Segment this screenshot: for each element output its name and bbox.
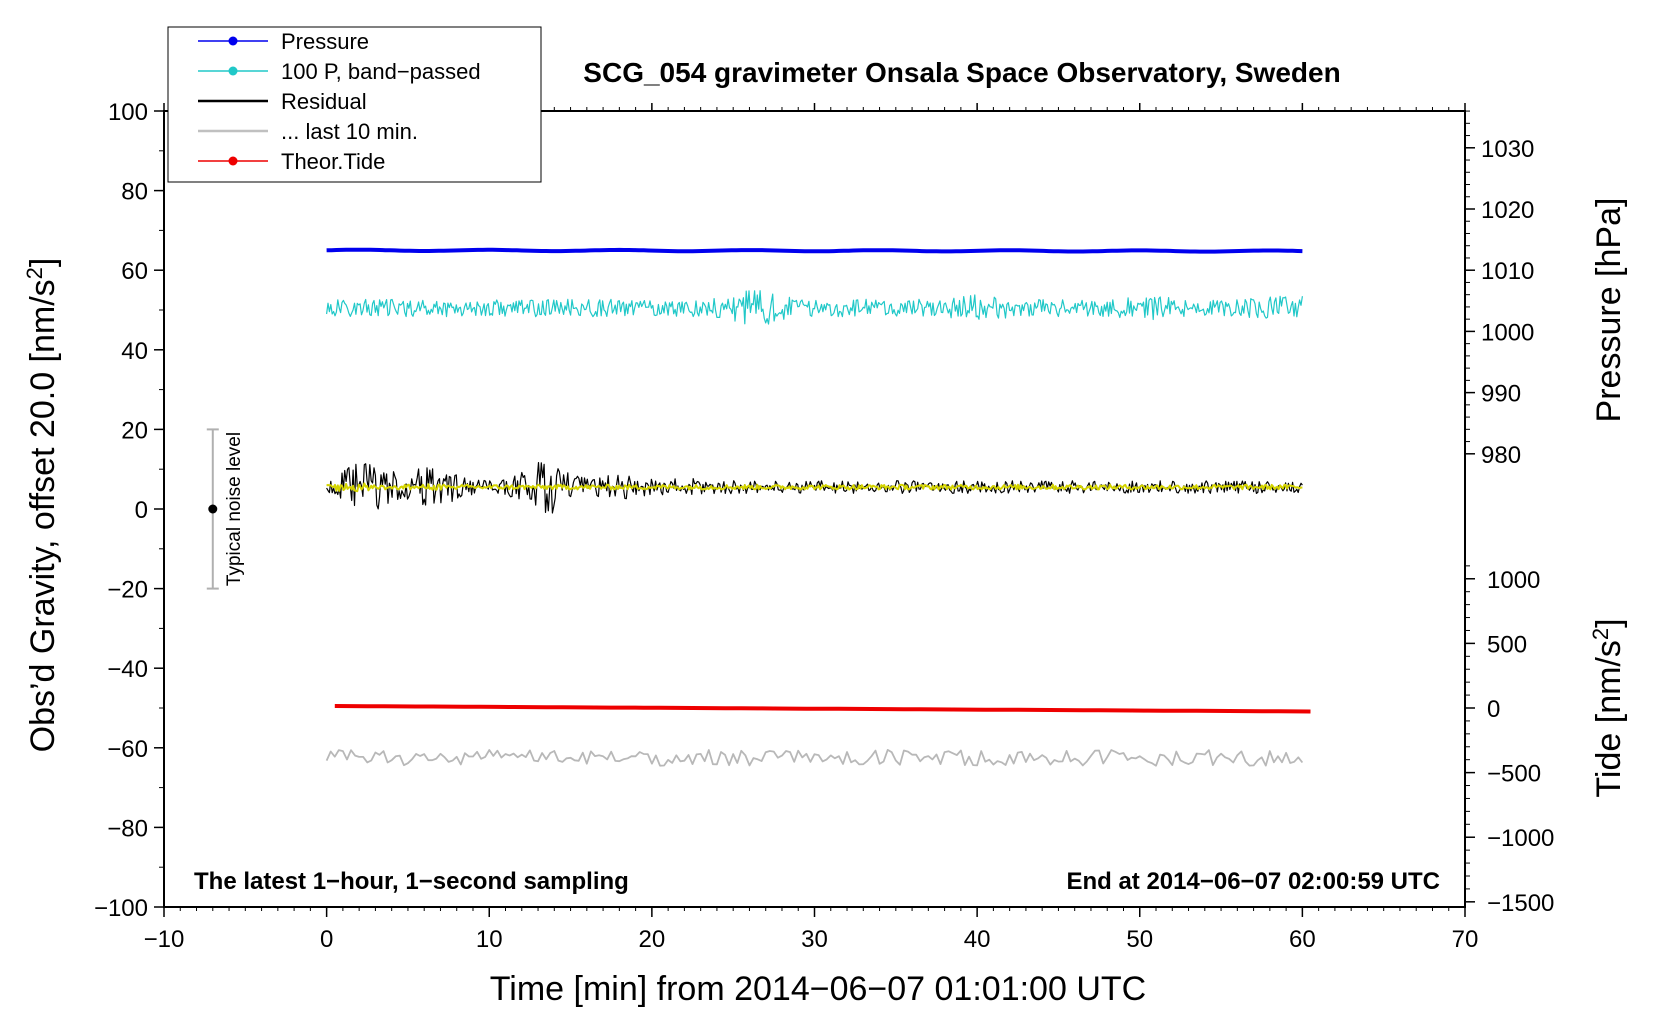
x-tick-label: 40 (964, 926, 991, 953)
pressure-axis-title: Pressure [hPa] (1590, 198, 1628, 423)
y-tick-label: 80 (121, 179, 148, 206)
legend-label: ... last 10 min. (281, 119, 418, 144)
legend-label: 100 P, band−passed (281, 59, 481, 84)
series-line (326, 247, 1303, 254)
y-axis-title-sup: 2 (22, 267, 47, 279)
y-axis-title: Obs’d Gravity, offset 20.0 [nm/s2] (22, 258, 62, 753)
y-tick-label: 0 (135, 497, 148, 524)
annotation-end-time: End at 2014−06−07 02:00:59 UTC (1066, 868, 1440, 895)
series-group (325, 247, 1311, 767)
noise-indicator: Typical noise level (206, 428, 245, 590)
noise-level-label: Typical noise level (224, 432, 245, 586)
pressure-tick-label: 1000 (1481, 319, 1534, 346)
x-tick-label: 0 (320, 926, 333, 953)
tide-axis-title-main: Tide [nm/s (1590, 640, 1628, 797)
tide-tick-label: −500 (1487, 761, 1541, 788)
y-tick-label: −80 (107, 815, 148, 842)
y-tick-label: −20 (107, 577, 148, 604)
legend-marker (228, 156, 238, 166)
legend-box (167, 26, 542, 183)
x-tick-label: 70 (1452, 926, 1479, 953)
legend-label: Residual (281, 89, 367, 114)
tick-group: −10 0 10 20 30 40 50 60 70−100−80−60−40−20020406… (94, 99, 1554, 953)
x-tick-label: 60 (1289, 926, 1316, 953)
tide-axis-title-end: ] (1590, 618, 1628, 627)
tide-tick-label: 500 (1487, 631, 1527, 658)
plot-area-border (163, 110, 1466, 908)
tide-tick-label: −1500 (1487, 890, 1554, 917)
pressure-tick-label: 1010 (1481, 258, 1534, 285)
y-tick-label: 100 (108, 99, 148, 126)
legend-label: Pressure (281, 29, 369, 54)
legend-label: Theor.Tide (281, 149, 385, 174)
y-tick-label: −60 (107, 736, 148, 763)
pressure-tick-label: 990 (1481, 381, 1521, 408)
x-tick-label: −10 (144, 926, 185, 953)
x-axis-title: Time [min] from 2014−06−07 01:01:00 UTC (490, 970, 1146, 1008)
pressure-tick-label: 1020 (1481, 197, 1534, 224)
series-line (326, 290, 1303, 325)
series-line (326, 482, 1303, 493)
y-tick-label: 60 (121, 258, 148, 285)
series-line (326, 462, 1303, 514)
y-tick-label: 40 (121, 338, 148, 365)
tide-axis-title-sup: 2 (1588, 628, 1613, 640)
chart-title: SCG_054 gravimeter Onsala Space Observat… (583, 57, 1340, 88)
tide-tick-label: −1000 (1487, 825, 1554, 852)
y-axis-title-end: ] (24, 258, 62, 267)
series-line (334, 704, 1311, 714)
pressure-tick-label: 1030 (1481, 136, 1534, 163)
x-tick-label: 10 (476, 926, 503, 953)
tide-tick-label: 0 (1487, 696, 1500, 723)
noise-bar-center-dot (208, 504, 218, 514)
pressure-tick-label: 980 (1481, 442, 1521, 469)
legend: Pressure 100 P, band−passed Residual ... la… (167, 26, 542, 183)
y-tick-label: −100 (94, 895, 148, 922)
x-tick-label: 50 (1126, 926, 1153, 953)
x-tick-label: 20 (639, 926, 666, 953)
plot-frame (163, 110, 1466, 908)
y-tick-label: −40 (107, 656, 148, 683)
y-tick-label: 20 (121, 417, 148, 444)
tide-tick-label: 1000 (1487, 567, 1540, 594)
tide-axis-title: Tide [nm/s2] (1588, 618, 1628, 797)
series-line (325, 749, 1304, 767)
legend-marker (228, 36, 238, 46)
y-axis-title-main: Obs’d Gravity, offset 20.0 [nm/s (24, 279, 62, 752)
x-tick-label: 30 (801, 926, 828, 953)
legend-marker (228, 66, 238, 76)
annotation-sampling: The latest 1−hour, 1−second sampling (194, 868, 629, 895)
